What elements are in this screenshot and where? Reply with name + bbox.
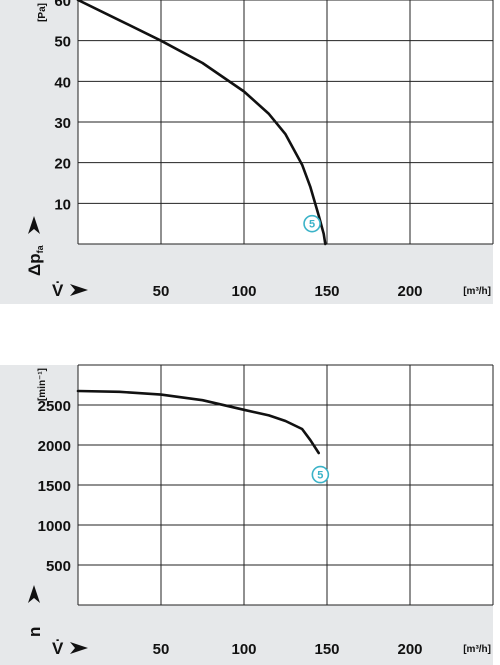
y-axis-arrow	[28, 585, 40, 603]
x-axis-arrow	[70, 284, 88, 296]
series-line	[76, 389, 320, 455]
curve-marker	[303, 214, 321, 233]
series-line	[76, 0, 327, 246]
y-tick-label: 10	[54, 196, 71, 213]
y-tick-label: 1500	[38, 478, 71, 495]
x-tick-label: 100	[231, 283, 256, 300]
y-tick-label: 20	[54, 156, 71, 173]
x-tick-label: 50	[153, 641, 170, 658]
y-tick-label: 1000	[38, 518, 71, 535]
y-axis-unit: [Pa]	[37, 3, 48, 22]
axis-panel	[0, 0, 493, 304]
x-axis-unit: [m³/h]	[463, 286, 491, 297]
y-axis-unit: [min⁻¹]	[37, 368, 48, 401]
x-axis-unit: [m³/h]	[463, 644, 491, 655]
x-tick-label: 150	[314, 283, 339, 300]
x-tick-label: 100	[231, 641, 256, 658]
curve-marker	[311, 465, 330, 484]
x-axis-label: V̇	[52, 639, 64, 658]
x-tick-label: 200	[397, 641, 422, 658]
y-tick-label: 500	[46, 558, 71, 575]
x-axis-arrow	[70, 642, 88, 654]
curve-marker-label: 5	[317, 470, 323, 482]
x-tick-label: 50	[153, 283, 170, 300]
x-tick-label: 150	[314, 641, 339, 658]
y-axis-label: n	[25, 627, 44, 637]
y-tick-label: 40	[54, 74, 71, 91]
y-tick-label: 2000	[38, 438, 71, 455]
y-tick-label: 60	[54, 0, 71, 10]
speed-chart: 500 1000 1500 2000 2500 50 100 150 200 V̇ [m³/h] [m…	[0, 364, 494, 665]
y-axis-arrow	[28, 216, 40, 234]
curve-marker-label: 5	[309, 219, 315, 231]
y-tick-label: 2500	[38, 398, 71, 415]
x-axis-label: V̇	[52, 281, 64, 300]
x-tick-label: 200	[397, 283, 422, 300]
y-tick-label: 30	[54, 115, 71, 132]
y-tick-label: 50	[54, 34, 71, 51]
